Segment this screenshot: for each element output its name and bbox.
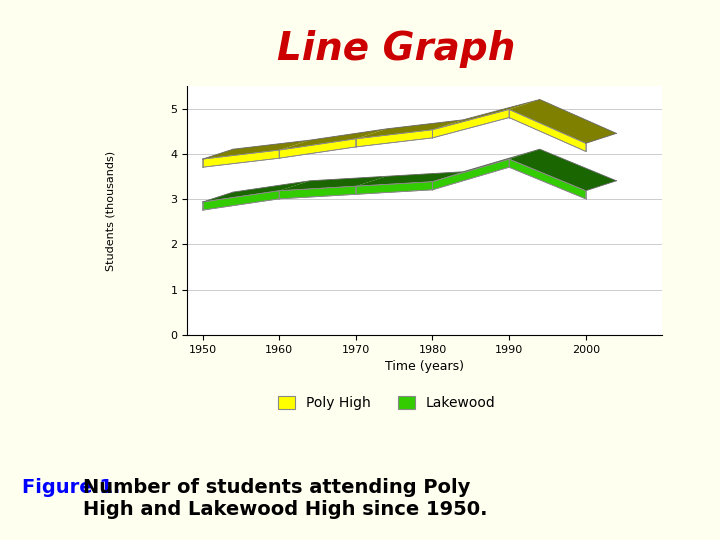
Text: Line Graph: Line Graph [276,30,516,68]
Polygon shape [279,186,356,199]
Polygon shape [509,159,586,199]
X-axis label: Time (years): Time (years) [385,360,464,373]
Polygon shape [356,120,463,139]
Polygon shape [433,110,509,138]
Y-axis label: Students (thousands): Students (thousands) [106,151,116,271]
Polygon shape [202,150,279,167]
Polygon shape [433,149,540,181]
Polygon shape [279,129,387,150]
Text: Figure 1.: Figure 1. [22,478,120,497]
Polygon shape [356,172,463,186]
Legend: Poly High, Lakewood: Poly High, Lakewood [278,396,495,410]
Polygon shape [202,140,310,159]
Polygon shape [356,181,433,194]
Text: Number of students attending Poly
High and Lakewood High since 1950.: Number of students attending Poly High a… [83,478,487,519]
Polygon shape [356,130,433,147]
Polygon shape [279,139,356,158]
Polygon shape [509,110,586,151]
Polygon shape [433,159,509,190]
Polygon shape [202,191,279,210]
Polygon shape [433,99,540,130]
Polygon shape [509,149,616,191]
Polygon shape [509,99,616,143]
Polygon shape [279,176,387,191]
Polygon shape [202,181,310,202]
